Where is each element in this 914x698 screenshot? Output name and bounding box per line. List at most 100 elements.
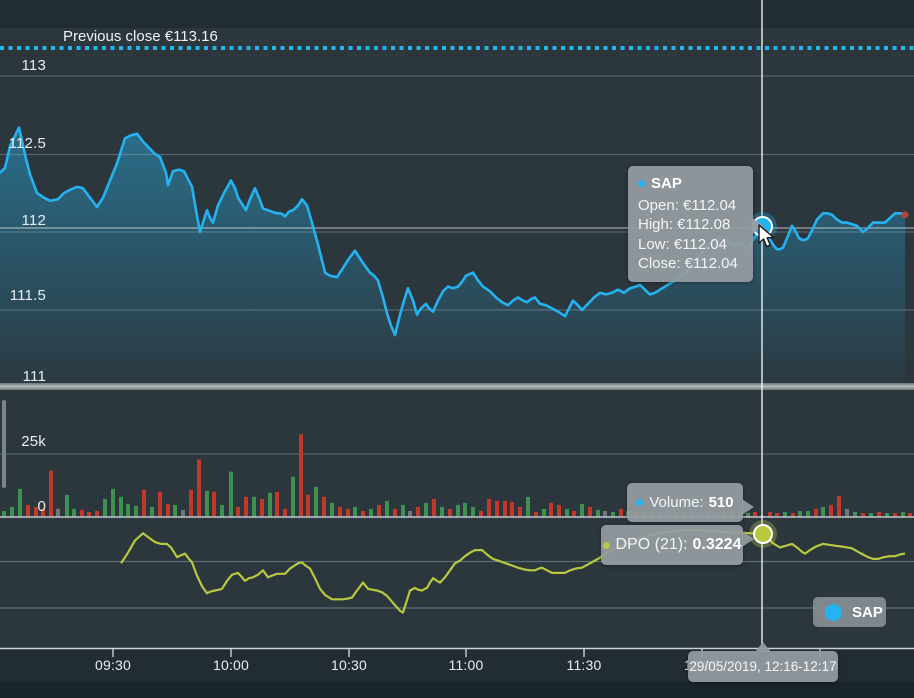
volume-bar [580, 503, 584, 517]
volume-bar [393, 508, 397, 517]
volume-bar [346, 508, 350, 517]
volume-bar [401, 504, 405, 517]
volume-bar [103, 498, 107, 517]
volume-bar [814, 508, 818, 517]
volume-bar [432, 498, 436, 517]
volume-bar [526, 496, 530, 517]
volume-bar [424, 502, 428, 517]
time-label-0930: 09:30 [94, 657, 132, 673]
volume-bar [603, 511, 607, 517]
price-axis-label-111: 111 [22, 368, 46, 385]
price-axis-label-111_5: 111.5 [9, 287, 46, 304]
last-price-dot [901, 211, 909, 219]
volume-bar [299, 434, 303, 517]
tooltip-low-row: Low: €112.04 [638, 235, 727, 253]
volume-bar [798, 511, 802, 517]
volume-bar [806, 511, 810, 517]
volume-bar [80, 509, 84, 517]
mouse-cursor-icon [758, 224, 775, 248]
dpo-tooltip-label: DPO (21): [615, 536, 688, 553]
volume-bar [283, 508, 287, 517]
volume-bar [189, 489, 193, 517]
tooltip-pointer [755, 642, 771, 652]
time-label-1000: 10:00 [212, 657, 250, 673]
volume-bar [821, 506, 825, 517]
volume-bar [463, 502, 467, 517]
tooltip-high-row: High: €112.08 [638, 216, 731, 233]
tooltip-pointer [742, 531, 754, 547]
volume-bar [26, 504, 30, 517]
volume-bar [908, 513, 912, 517]
volume-bar [314, 486, 318, 517]
volume-bar [369, 508, 373, 517]
volume-bar [134, 505, 138, 517]
volume-tooltip-label: Volume: [649, 494, 704, 511]
volume-bar [518, 506, 522, 517]
pane-separator [0, 383, 914, 390]
volume-bar [291, 476, 295, 517]
volume-bar [150, 506, 154, 517]
volume-bar [479, 511, 483, 517]
dpo-tooltip: DPO (21): 0.3224 [601, 525, 754, 565]
pane-resize-handle[interactable] [2, 400, 6, 488]
volume-bar [126, 503, 130, 517]
volume-bar [853, 512, 857, 517]
volume-bar [158, 491, 162, 517]
volume-bar [268, 492, 272, 517]
volume-bar [619, 508, 623, 517]
volume-bar [487, 498, 491, 517]
volume-axis-label-0: 0 [37, 498, 46, 515]
volume-bar [440, 506, 444, 517]
price-area-fill [0, 127, 905, 384]
series-dot-icon [638, 180, 645, 187]
volume-bar [588, 506, 592, 517]
volume-bar [306, 494, 310, 517]
volume-bar [869, 513, 873, 517]
volume-bar [275, 491, 279, 517]
price-axis-label-113: 113 [21, 57, 46, 74]
volume-bar [173, 504, 177, 517]
legend-badge-sap[interactable]: SAP [813, 597, 886, 627]
volume-bar [377, 504, 381, 517]
volume-bar [471, 506, 475, 517]
volume-tooltip-value: 510 [708, 494, 734, 511]
volume-bar [229, 471, 233, 517]
volume-bar [768, 512, 772, 517]
chart-bottom-strip [0, 682, 914, 698]
volume-bar [353, 506, 357, 517]
volume-bar [572, 511, 576, 517]
volume-bar [49, 470, 53, 517]
volume-tooltip: Volume: 510 [627, 483, 754, 522]
volume-bar [260, 498, 264, 517]
volume-bar [549, 502, 553, 517]
volume-bar [456, 504, 460, 517]
volume-bar [783, 512, 787, 517]
volume-bar [220, 504, 224, 517]
sap-ohlc-tooltip: SAP Open: €112.04 High: €112.08 Low: €11… [628, 166, 764, 282]
dpo-hover-marker [753, 524, 773, 544]
previous-close-label: Previous close €113.16 [63, 28, 218, 45]
tooltip-close-row: Close: €112.04 [638, 255, 738, 272]
volume-bar [861, 513, 865, 517]
volume-bar [197, 459, 201, 517]
volume-bar [845, 508, 849, 517]
volume-bar [87, 512, 91, 517]
volume-bar [56, 508, 60, 517]
volume-bar [408, 511, 412, 517]
volume-bar [65, 494, 69, 517]
volume-bar [596, 509, 600, 517]
volume-bar [166, 503, 170, 517]
tooltip-pointer [742, 499, 754, 515]
dpo-tooltip-value: 0.3224 [692, 536, 742, 553]
legend-dot-icon [825, 603, 842, 621]
volume-dot-icon [636, 499, 644, 506]
volume-bar [2, 511, 6, 517]
volume-bar [837, 495, 841, 517]
price-axis-label-112_5: 112.5 [8, 135, 46, 152]
volume-bar [885, 513, 889, 517]
volume-bar [542, 508, 546, 517]
volume-bar [557, 504, 561, 517]
volume-bar [111, 488, 115, 517]
volume-bar [611, 512, 615, 517]
